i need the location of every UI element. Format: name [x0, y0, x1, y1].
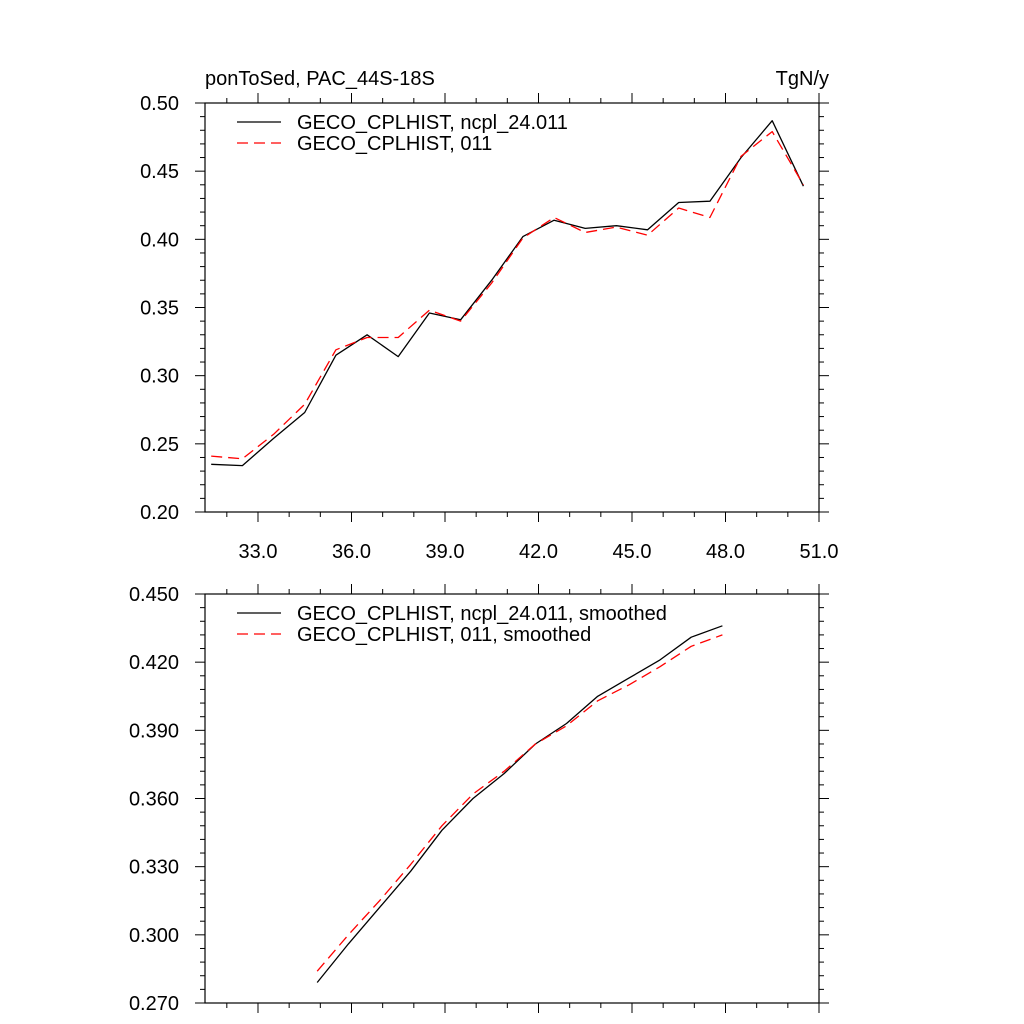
series-line-2 — [211, 130, 804, 460]
y-tick-label: 0.300 — [129, 925, 179, 947]
legend-label: GECO_CPLHIST, ncpl_24.011 — [297, 112, 568, 134]
y-tick-label: 0.45 — [140, 161, 179, 183]
x-tick-label: 45.0 — [613, 541, 652, 563]
plot-frame — [204, 593, 820, 1004]
y-tick-label: 0.50 — [140, 93, 179, 115]
y-tick-label: 0.35 — [140, 298, 179, 320]
chart-title: ponToSed, PAC_44S-18S — [205, 68, 435, 90]
y-tick-label: 0.330 — [129, 857, 179, 879]
x-tick-label: 48.0 — [706, 541, 745, 563]
x-tick-label: 33.0 — [239, 541, 278, 563]
y-tick-label: 0.40 — [140, 229, 179, 251]
units-label: TgN/y — [776, 68, 829, 90]
y-tick-label: 0.360 — [129, 789, 179, 811]
series-line-1 — [316, 625, 723, 983]
legend-label: GECO_CPLHIST, 011, smoothed — [297, 624, 591, 646]
y-tick-label: 0.270 — [129, 993, 179, 1015]
y-tick-label: 0.20 — [140, 502, 179, 524]
y-tick-label: 0.390 — [129, 720, 179, 742]
series-line-2 — [316, 634, 723, 972]
y-tick-label: 0.420 — [129, 652, 179, 674]
y-tick-label: 0.30 — [140, 366, 179, 388]
legend-label: GECO_CPLHIST, ncpl_24.011, smoothed — [297, 603, 667, 625]
y-tick-label: 0.450 — [129, 584, 179, 606]
x-tick-label: 36.0 — [332, 541, 371, 563]
series-line-1 — [211, 120, 804, 467]
chart-panel-2: 0.270 0.300 0.330 0.360 0.390 0.420 0.450 GECO_… — [129, 584, 829, 1015]
x-tick-label: 51.0 — [800, 541, 839, 563]
x-tick-label: 39.0 — [426, 541, 465, 563]
legend-label: GECO_CPLHIST, 011 — [297, 133, 492, 155]
x-tick-label: 42.0 — [519, 541, 558, 563]
plot-frame — [204, 102, 820, 513]
chart-panel-1: 0.20 0.25 0.30 0.35 0.40 0.45 0.50 33.0 36.0 39.0… — [140, 68, 838, 563]
y-tick-label: 0.25 — [140, 434, 179, 456]
